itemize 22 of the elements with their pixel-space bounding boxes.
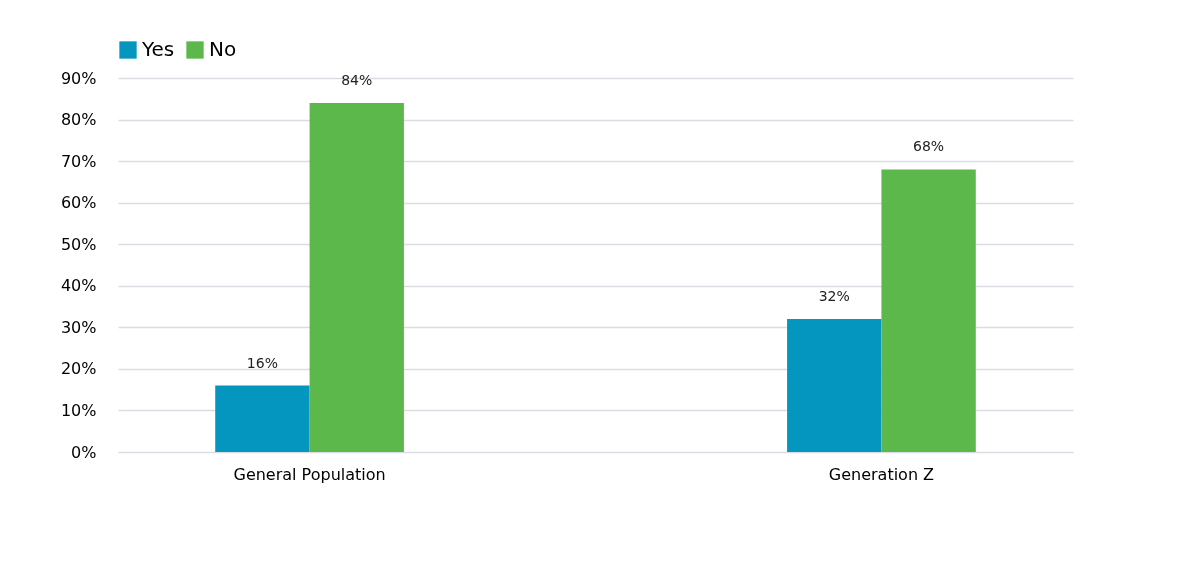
data-label: 32% [818, 288, 850, 305]
bar [787, 319, 882, 452]
y-tick-label: 30% [60, 317, 97, 337]
legend-label: No [209, 37, 237, 61]
y-tick-label: 60% [60, 193, 97, 213]
bar [309, 102, 404, 452]
y-tick-label: 40% [60, 276, 97, 296]
x-tick-label: General Population [233, 464, 386, 484]
y-tick-label: 80% [60, 110, 97, 130]
y-tick-label: 10% [60, 400, 97, 420]
bar [881, 169, 976, 452]
y-tick-label: 50% [60, 234, 97, 254]
y-tick-label: 20% [60, 359, 97, 379]
data-label: 68% [913, 138, 945, 155]
x-tick-label: Generation Z [828, 464, 935, 484]
bar [215, 385, 310, 452]
y-tick-label: 90% [60, 68, 97, 88]
data-label: 16% [246, 354, 278, 371]
y-tick-label: 70% [60, 151, 97, 171]
legend-label: Yes [141, 37, 175, 61]
data-label: 84% [341, 71, 373, 88]
y-tick-label: 0% [71, 442, 97, 462]
